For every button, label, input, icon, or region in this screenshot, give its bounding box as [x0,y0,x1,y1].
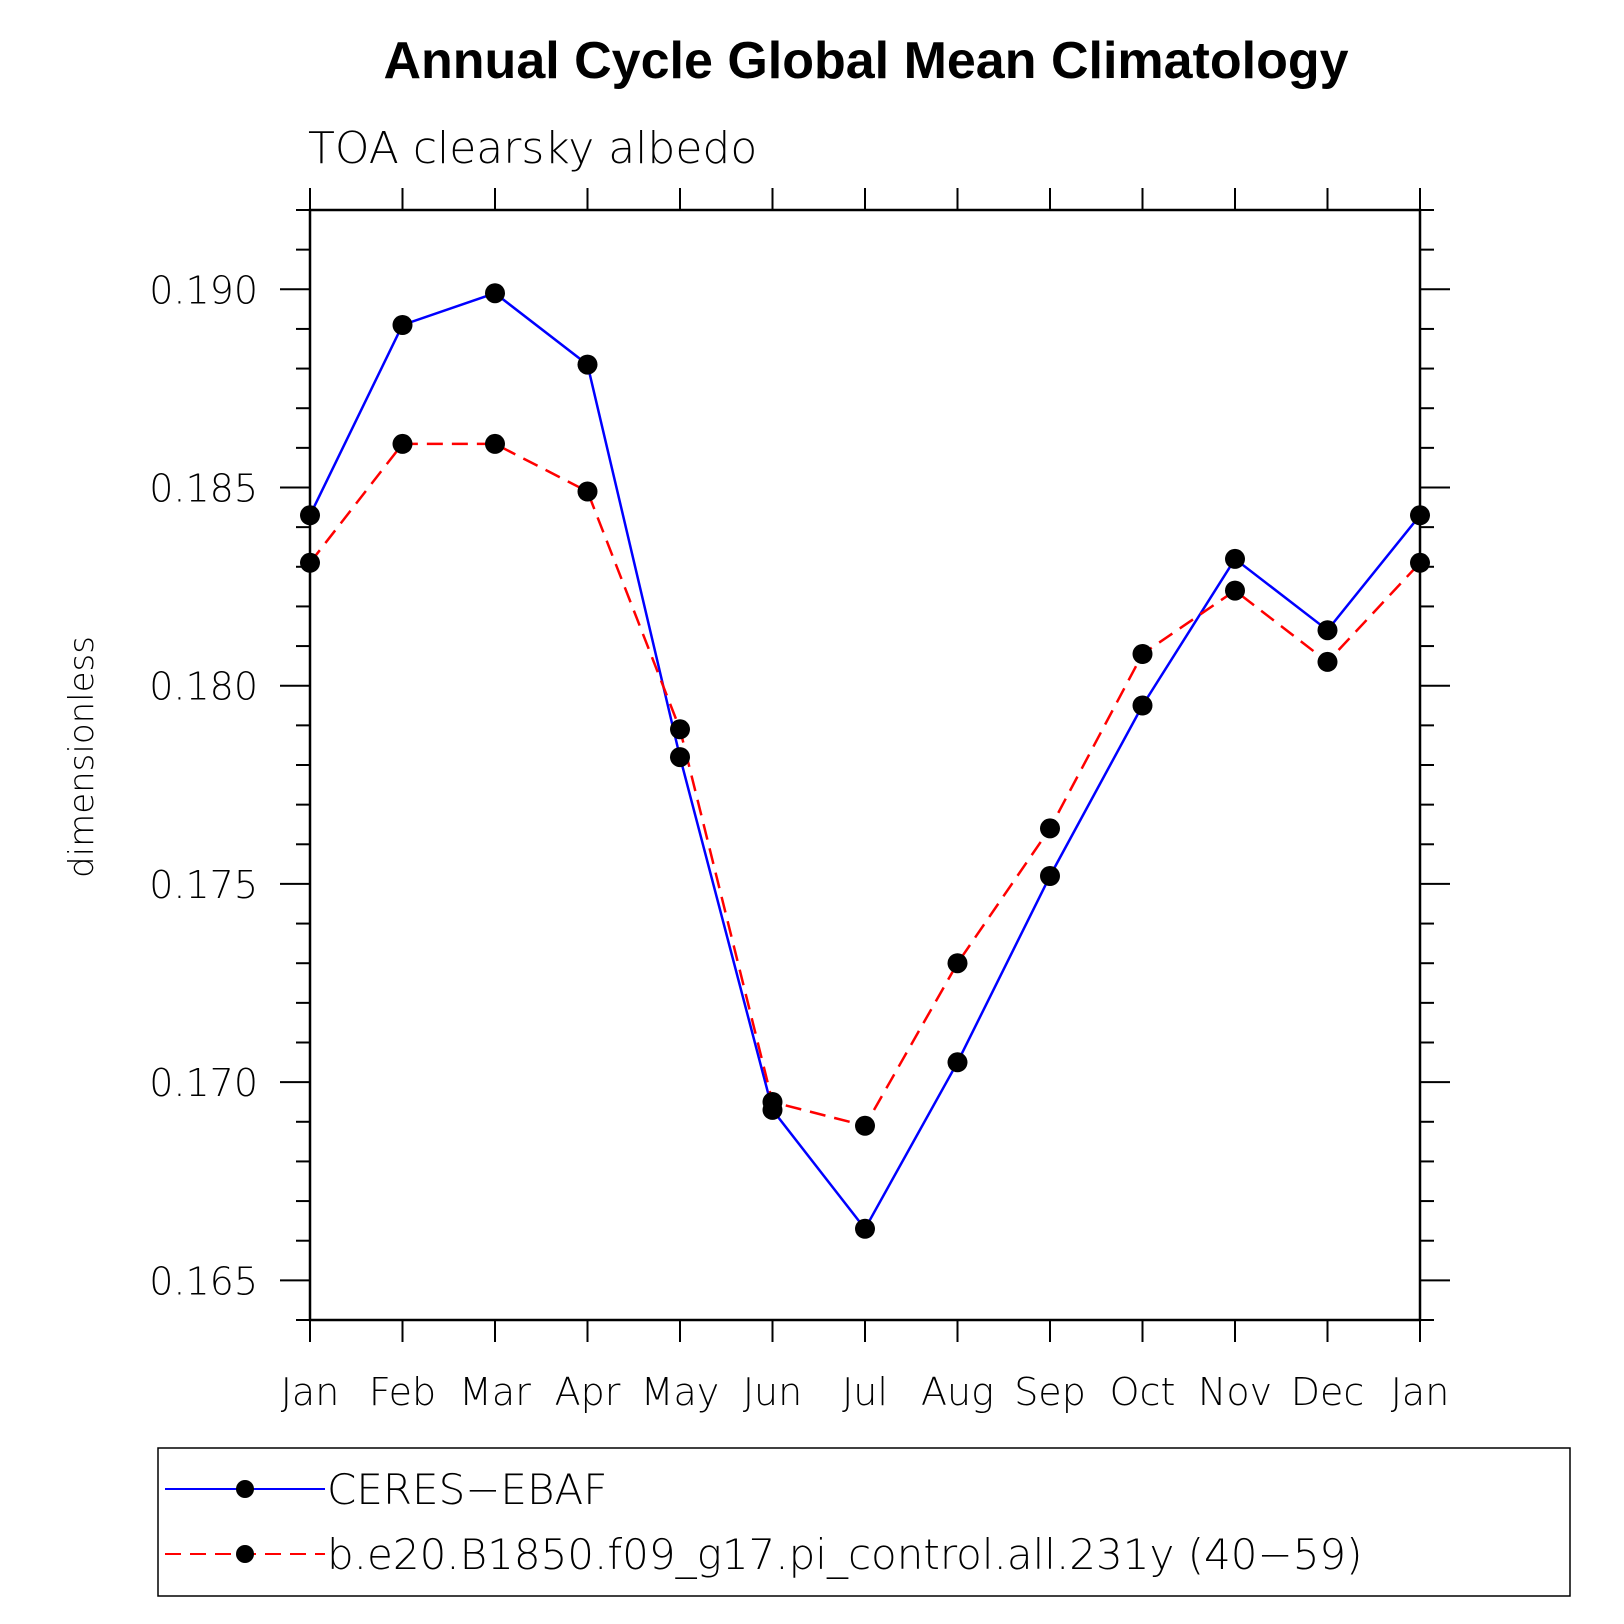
axis-ticks: Jan Feb Mar Apr May Jun Jul Aug Sep Oct Nov Dec Jan 0… [149,188,1450,1414]
data-point-1 [1410,552,1430,573]
x-tick-label: Apr [555,1370,621,1414]
data-point-1 [300,552,320,573]
y-tick-label: 0.165 [149,1259,258,1303]
chart-subtitle: TOA clearsky albedo [308,123,757,174]
data-point-1 [1040,818,1060,839]
data-point-1 [1132,644,1153,664]
data-point-1 [485,433,505,454]
legend-label-model: b.e20.B1850.f09_g17.pi_control.all.231y … [327,1530,1363,1579]
x-tick-label: Nov [1198,1370,1272,1414]
y-tick-label: 0.175 [149,863,258,907]
data-point-0 [1040,866,1060,886]
legend-marker-ceres [236,1480,254,1498]
series-line-0 [308,291,1421,1232]
data-point-0 [1225,548,1245,569]
x-tick-label: Dec [1291,1370,1365,1414]
data-point-0 [577,354,598,375]
legend: CERES−EBAF b.e20.B1850.f09_g17.pi_contro… [157,1447,1571,1597]
x-tick-label: Jan [281,1370,340,1414]
data-point-0 [1317,620,1338,641]
y-tick-label: 0.180 [149,665,258,709]
x-tick-label: Sep [1014,1370,1086,1414]
data-point-1 [392,433,413,454]
y-tick-label: 0.185 [149,467,258,511]
legend-marker-model [236,1545,254,1563]
x-tick-label: May [641,1370,720,1414]
series-layer [308,291,1421,1232]
data-point-0 [947,1052,968,1073]
y-tick-label: 0.170 [149,1061,258,1105]
data-point-0 [670,747,690,768]
data-point-1 [577,481,598,502]
data-point-0 [855,1218,875,1239]
series-line-1 [309,442,1421,1128]
y-tick-label: 0.190 [149,268,258,312]
y-axis-label: dimensionless [62,636,102,878]
data-point-1 [670,719,690,740]
x-tick-label: Jun [743,1370,802,1414]
data-point-0 [392,315,413,335]
data-point-0 [1410,505,1430,526]
data-point-0 [300,505,320,526]
x-tick-label: Mar [459,1370,531,1414]
data-point-1 [1225,580,1245,601]
data-point-1 [1317,651,1338,672]
x-tick-label: Aug [921,1370,994,1414]
data-point-1 [947,953,968,974]
data-point-1 [762,1092,783,1112]
x-tick-label: Jul [842,1370,888,1414]
plot-frame [308,208,1422,1322]
data-point-0 [485,283,505,304]
chart-title: Annual Cycle Global Mean Climatology [383,32,1348,90]
legend-label-ceres: CERES−EBAF [327,1465,607,1514]
markers-layer [300,283,1430,1239]
data-point-0 [1132,695,1153,716]
legend-box [157,1447,1571,1597]
x-tick-label: Feb [369,1370,436,1414]
x-tick-label: Jan [1391,1370,1450,1414]
data-point-1 [855,1115,875,1136]
x-tick-label: Oct [1110,1370,1176,1414]
